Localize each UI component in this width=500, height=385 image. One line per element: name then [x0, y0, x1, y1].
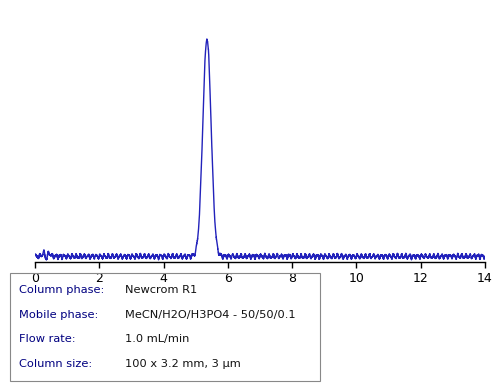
Text: Column phase:: Column phase: — [20, 285, 104, 295]
Text: Newcrom R1: Newcrom R1 — [124, 285, 197, 295]
Text: Column size:: Column size: — [20, 359, 92, 369]
Text: MeCN/H2O/H3PO4 - 50/50/0.1: MeCN/H2O/H3PO4 - 50/50/0.1 — [124, 310, 296, 320]
Text: 100 x 3.2 mm, 3 μm: 100 x 3.2 mm, 3 μm — [124, 359, 240, 369]
Text: Mobile phase:: Mobile phase: — [20, 310, 98, 320]
Text: Flow rate:: Flow rate: — [20, 335, 76, 345]
Text: 1.0 mL/min: 1.0 mL/min — [124, 335, 189, 345]
